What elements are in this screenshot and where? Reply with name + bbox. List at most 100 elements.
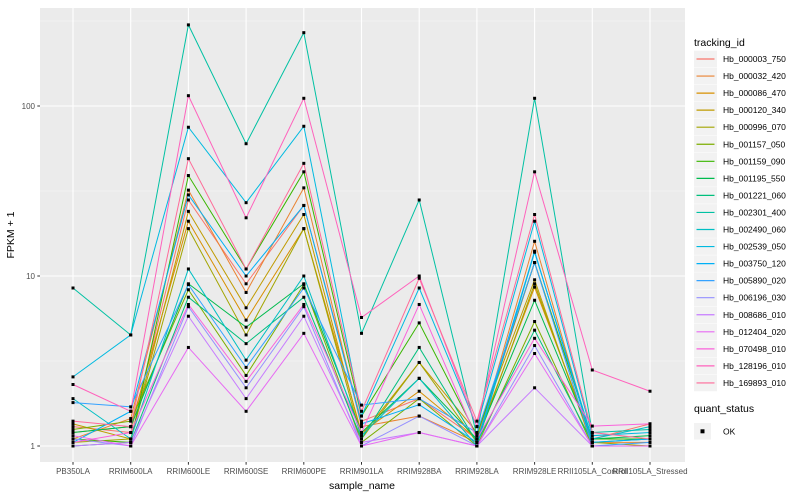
x-tick-label: RRIM600LE <box>167 467 211 476</box>
data-point <box>244 267 248 271</box>
data-point <box>244 290 248 294</box>
legend-entry-label: Hb_001221_060 <box>723 190 786 200</box>
y-tick-label: 1 <box>31 442 36 451</box>
data-point <box>186 283 190 287</box>
data-point <box>417 345 421 349</box>
legend-entry: Hb_001157_050 <box>694 135 786 153</box>
x-tick-label: RRIM928LE <box>513 467 557 476</box>
data-point <box>71 434 75 438</box>
data-point <box>360 434 363 438</box>
data-point <box>186 198 190 202</box>
legend-entry-label: OK <box>723 427 736 437</box>
data-point <box>302 305 306 309</box>
x-tick-label: RRII105LA_Stressed <box>612 467 687 476</box>
data-point <box>186 288 190 292</box>
data-point <box>417 321 421 325</box>
data-point <box>302 96 306 100</box>
data-point <box>71 286 75 290</box>
data-point <box>244 333 248 337</box>
data-point <box>244 142 248 146</box>
data-point <box>590 440 594 444</box>
x-tick-label: RRIM600PE <box>282 467 326 476</box>
x-tick-label: RRIM928LA <box>455 467 499 476</box>
data-point <box>302 286 306 290</box>
legend-entry-label: Hb_003750_120 <box>723 259 786 269</box>
data-point <box>475 425 479 429</box>
legend-entry: Hb_002301_400 <box>694 204 786 221</box>
data-point <box>648 428 652 432</box>
data-point <box>302 314 306 318</box>
data-point <box>475 419 479 423</box>
data-point <box>417 414 421 418</box>
data-point <box>533 282 537 286</box>
data-point <box>533 96 537 100</box>
data-point <box>475 434 479 438</box>
data-point <box>71 444 75 448</box>
legend-entry-label: Hb_001195_550 <box>723 173 786 183</box>
data-point <box>129 409 133 413</box>
data-point <box>533 285 537 289</box>
data-point <box>417 431 421 435</box>
legend-entry-label: Hb_070498_010 <box>723 344 786 354</box>
data-point <box>186 188 190 192</box>
data-point <box>590 431 594 435</box>
data-point <box>302 213 306 217</box>
data-point <box>186 302 190 306</box>
data-point <box>186 314 190 318</box>
data-point <box>590 368 594 372</box>
data-point <box>129 437 133 441</box>
legend-entry: Hb_169893_010 <box>694 374 786 392</box>
data-point <box>417 360 421 364</box>
data-point <box>244 379 248 383</box>
data-point <box>186 174 190 178</box>
data-point <box>71 375 75 379</box>
data-point <box>648 389 652 393</box>
data-point <box>590 434 594 438</box>
legend-entry: Hb_008686_010 <box>694 306 786 324</box>
legend-entry-quant-status: OK <box>694 423 736 440</box>
data-point <box>244 397 248 401</box>
data-point <box>71 397 75 401</box>
data-point <box>302 302 306 306</box>
data-point <box>71 440 75 444</box>
legend-entry-label: Hb_008686_010 <box>723 310 786 320</box>
data-point <box>244 325 248 329</box>
data-point <box>533 298 537 302</box>
data-point <box>417 403 421 407</box>
data-point <box>244 201 248 205</box>
data-point <box>244 216 248 220</box>
data-point <box>186 267 190 271</box>
legend-entry: Hb_003750_120 <box>694 255 786 272</box>
legend-entry-label: Hb_000996_070 <box>723 122 786 132</box>
legend-entry-label: Hb_012404_020 <box>723 327 786 337</box>
data-point <box>244 358 248 362</box>
data-point <box>71 422 75 426</box>
x-tick-label: PB350LA <box>56 467 90 476</box>
data-point <box>244 365 248 369</box>
data-point <box>129 425 133 429</box>
data-point <box>71 425 75 429</box>
data-point <box>129 440 133 444</box>
data-point <box>648 434 652 438</box>
x-tick-label: RRIM901LA <box>340 467 384 476</box>
data-point <box>360 425 363 429</box>
data-point <box>129 444 133 448</box>
data-point <box>475 431 479 435</box>
x-tick-label: RRIM600SE <box>224 467 268 476</box>
data-point <box>533 239 537 243</box>
data-point <box>129 431 133 435</box>
legend-entry: Hb_012404_020 <box>694 323 786 341</box>
x-tick-label: RRIM928BA <box>397 467 442 476</box>
data-point <box>71 437 75 441</box>
data-point <box>71 419 75 423</box>
data-point <box>244 282 248 286</box>
legend-entry: Hb_000032_420 <box>694 67 786 85</box>
data-point <box>129 405 133 409</box>
data-point <box>533 352 537 356</box>
data-point <box>533 278 537 282</box>
data-point <box>302 186 306 190</box>
x-tick-label: RRII105LA_Control <box>558 467 628 476</box>
data-point <box>244 342 248 346</box>
